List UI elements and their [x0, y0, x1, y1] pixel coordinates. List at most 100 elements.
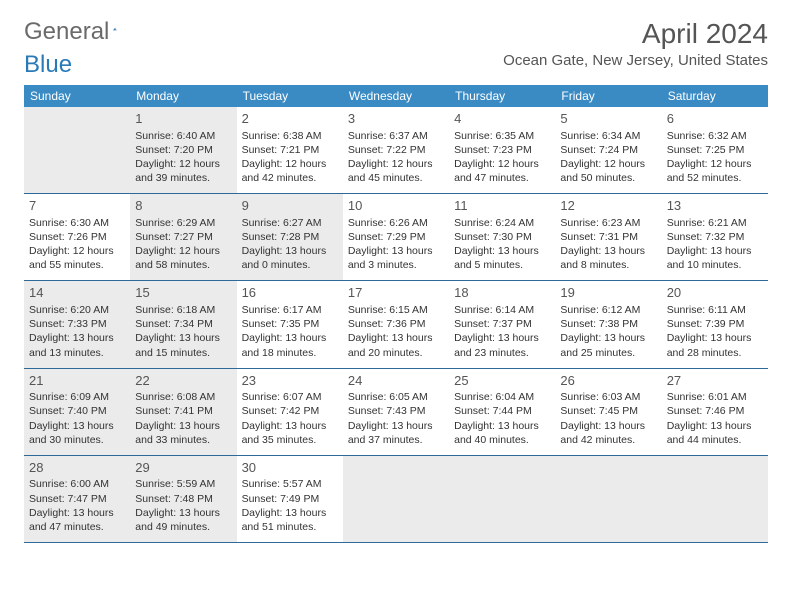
- day-cell: 10Sunrise: 6:26 AMSunset: 7:29 PMDayligh…: [343, 194, 449, 281]
- day-number: 18: [454, 284, 550, 302]
- calendar-row: 7Sunrise: 6:30 AMSunset: 7:26 PMDaylight…: [24, 194, 768, 281]
- daylight-line-2: and 51 minutes.: [242, 520, 338, 534]
- daylight-line-2: and 47 minutes.: [29, 520, 125, 534]
- day-number: 8: [135, 197, 231, 215]
- month-title: April 2024: [503, 18, 768, 50]
- daylight-line-2: and 28 minutes.: [667, 346, 763, 360]
- daylight-line-2: and 45 minutes.: [348, 171, 444, 185]
- sunset-line: Sunset: 7:36 PM: [348, 317, 444, 331]
- day-header: Monday: [130, 85, 236, 107]
- daylight-line-1: Daylight: 13 hours: [29, 506, 125, 520]
- daylight-line-1: Daylight: 13 hours: [242, 244, 338, 258]
- day-number: 16: [242, 284, 338, 302]
- sunset-line: Sunset: 7:49 PM: [242, 492, 338, 506]
- daylight-line-2: and 52 minutes.: [667, 171, 763, 185]
- day-cell: 19Sunrise: 6:12 AMSunset: 7:38 PMDayligh…: [555, 281, 661, 368]
- day-number: 12: [560, 197, 656, 215]
- day-number: 25: [454, 372, 550, 390]
- sunrise-line: Sunrise: 6:29 AM: [135, 216, 231, 230]
- daylight-line-1: Daylight: 13 hours: [667, 331, 763, 345]
- daylight-line-2: and 40 minutes.: [454, 433, 550, 447]
- sunrise-line: Sunrise: 6:05 AM: [348, 390, 444, 404]
- daylight-line-1: Daylight: 13 hours: [667, 244, 763, 258]
- day-number: 13: [667, 197, 763, 215]
- sunset-line: Sunset: 7:24 PM: [560, 143, 656, 157]
- sunset-line: Sunset: 7:40 PM: [29, 404, 125, 418]
- sunset-line: Sunset: 7:21 PM: [242, 143, 338, 157]
- daylight-line-1: Daylight: 12 hours: [667, 157, 763, 171]
- sunrise-line: Sunrise: 6:32 AM: [667, 129, 763, 143]
- sunrise-line: Sunrise: 6:34 AM: [560, 129, 656, 143]
- sunrise-line: Sunrise: 6:09 AM: [29, 390, 125, 404]
- daylight-line-2: and 50 minutes.: [560, 171, 656, 185]
- daylight-line-2: and 10 minutes.: [667, 258, 763, 272]
- day-header: Saturday: [662, 85, 768, 107]
- daylight-line-2: and 55 minutes.: [29, 258, 125, 272]
- empty-cell: [343, 455, 449, 542]
- day-cell: 27Sunrise: 6:01 AMSunset: 7:46 PMDayligh…: [662, 368, 768, 455]
- daylight-line-2: and 37 minutes.: [348, 433, 444, 447]
- calendar-body: 1Sunrise: 6:40 AMSunset: 7:20 PMDaylight…: [24, 107, 768, 543]
- sunset-line: Sunset: 7:32 PM: [667, 230, 763, 244]
- day-number: 30: [242, 459, 338, 477]
- sunrise-line: Sunrise: 6:18 AM: [135, 303, 231, 317]
- day-cell: 29Sunrise: 5:59 AMSunset: 7:48 PMDayligh…: [130, 455, 236, 542]
- day-number: 9: [242, 197, 338, 215]
- day-cell: 8Sunrise: 6:29 AMSunset: 7:27 PMDaylight…: [130, 194, 236, 281]
- day-cell: 18Sunrise: 6:14 AMSunset: 7:37 PMDayligh…: [449, 281, 555, 368]
- daylight-line-1: Daylight: 13 hours: [560, 331, 656, 345]
- sunset-line: Sunset: 7:27 PM: [135, 230, 231, 244]
- day-number: 19: [560, 284, 656, 302]
- daylight-line-2: and 33 minutes.: [135, 433, 231, 447]
- sunrise-line: Sunrise: 6:27 AM: [242, 216, 338, 230]
- logo: General: [24, 18, 135, 46]
- sunrise-line: Sunrise: 6:11 AM: [667, 303, 763, 317]
- sunset-line: Sunset: 7:25 PM: [667, 143, 763, 157]
- sunset-line: Sunset: 7:47 PM: [29, 492, 125, 506]
- sunrise-line: Sunrise: 6:00 AM: [29, 477, 125, 491]
- day-cell: 20Sunrise: 6:11 AMSunset: 7:39 PMDayligh…: [662, 281, 768, 368]
- day-cell: 17Sunrise: 6:15 AMSunset: 7:36 PMDayligh…: [343, 281, 449, 368]
- day-number: 17: [348, 284, 444, 302]
- day-cell: 22Sunrise: 6:08 AMSunset: 7:41 PMDayligh…: [130, 368, 236, 455]
- day-cell: 21Sunrise: 6:09 AMSunset: 7:40 PMDayligh…: [24, 368, 130, 455]
- sunset-line: Sunset: 7:42 PM: [242, 404, 338, 418]
- daylight-line-1: Daylight: 12 hours: [242, 157, 338, 171]
- day-number: 28: [29, 459, 125, 477]
- day-cell: 30Sunrise: 5:57 AMSunset: 7:49 PMDayligh…: [237, 455, 343, 542]
- day-number: 24: [348, 372, 444, 390]
- day-cell: 11Sunrise: 6:24 AMSunset: 7:30 PMDayligh…: [449, 194, 555, 281]
- day-number: 11: [454, 197, 550, 215]
- sunrise-line: Sunrise: 6:15 AM: [348, 303, 444, 317]
- day-number: 2: [242, 110, 338, 128]
- day-number: 3: [348, 110, 444, 128]
- logo-sail-icon: [113, 20, 117, 38]
- sunrise-line: Sunrise: 6:37 AM: [348, 129, 444, 143]
- daylight-line-1: Daylight: 12 hours: [135, 244, 231, 258]
- day-number: 5: [560, 110, 656, 128]
- day-cell: 4Sunrise: 6:35 AMSunset: 7:23 PMDaylight…: [449, 107, 555, 194]
- day-cell: 7Sunrise: 6:30 AMSunset: 7:26 PMDaylight…: [24, 194, 130, 281]
- day-number: 10: [348, 197, 444, 215]
- sunset-line: Sunset: 7:38 PM: [560, 317, 656, 331]
- sunrise-line: Sunrise: 6:23 AM: [560, 216, 656, 230]
- sunrise-line: Sunrise: 5:57 AM: [242, 477, 338, 491]
- day-number: 21: [29, 372, 125, 390]
- daylight-line-1: Daylight: 13 hours: [454, 419, 550, 433]
- empty-cell: [662, 455, 768, 542]
- daylight-line-1: Daylight: 13 hours: [135, 419, 231, 433]
- logo-text-general: General: [24, 18, 109, 46]
- sunrise-line: Sunrise: 6:07 AM: [242, 390, 338, 404]
- daylight-line-2: and 5 minutes.: [454, 258, 550, 272]
- empty-cell: [449, 455, 555, 542]
- day-cell: 28Sunrise: 6:00 AMSunset: 7:47 PMDayligh…: [24, 455, 130, 542]
- daylight-line-2: and 49 minutes.: [135, 520, 231, 534]
- sunset-line: Sunset: 7:22 PM: [348, 143, 444, 157]
- day-number: 29: [135, 459, 231, 477]
- daylight-line-1: Daylight: 12 hours: [29, 244, 125, 258]
- daylight-line-2: and 42 minutes.: [242, 171, 338, 185]
- daylight-line-1: Daylight: 13 hours: [348, 244, 444, 258]
- daylight-line-1: Daylight: 12 hours: [560, 157, 656, 171]
- daylight-line-1: Daylight: 13 hours: [667, 419, 763, 433]
- day-number: 1: [135, 110, 231, 128]
